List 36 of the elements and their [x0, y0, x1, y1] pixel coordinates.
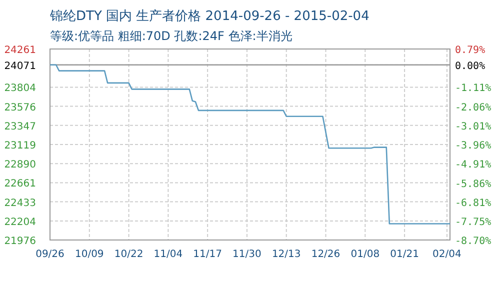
x-tick-label: 12/26: [311, 249, 340, 260]
x-tick-label: 01/08: [350, 249, 380, 260]
chart-subtitle: 等级:优等品 粗细:70D 孔数:24F 色泽:半消光: [50, 29, 292, 43]
y-tick-label: 21976: [4, 236, 36, 247]
y2-tick-label: 0.79%: [455, 45, 486, 56]
y2-tick-label: -2.06%: [455, 102, 492, 114]
x-tick-label: 01/21: [390, 249, 419, 260]
x-tick-label: 02/04: [432, 249, 462, 260]
y2-tick-label: -1.11%: [455, 83, 492, 94]
x-tick-label: 10/09: [74, 249, 104, 260]
x-tick-label: 11/30: [232, 249, 262, 260]
y-tick-label: 22661: [4, 178, 36, 190]
y2-tick-label: -3.01%: [455, 121, 492, 132]
y-tick-label: 23347: [4, 121, 36, 132]
y-tick-label: 24071: [4, 60, 36, 72]
y-tick-label: 22890: [4, 160, 36, 171]
y2-tick-label: -5.86%: [455, 178, 492, 190]
y2-tick-label: -8.70%: [455, 236, 492, 247]
y2-tick-label: -3.96%: [455, 140, 492, 152]
y-tick-label: 23576: [4, 102, 36, 114]
x-tick-label: 11/17: [193, 249, 222, 260]
x-tick-label: 11/04: [154, 249, 183, 260]
line-series: [49, 64, 451, 224]
y2-tick-label: 0.00%: [455, 60, 486, 72]
x-tick-label: 09/26: [36, 249, 64, 260]
chart-title: 锦纶DTY 国内 生产者价格 2014-09-26 - 2015-02-04: [49, 9, 370, 24]
y-tick-label: 24261: [4, 45, 36, 56]
y2-tick-label: -6.81%: [455, 198, 492, 209]
x-tick-label: 12/13: [272, 249, 301, 260]
y2-tick-label: -4.91%: [455, 160, 492, 171]
y2-tick-label: -7.75%: [455, 216, 492, 228]
y-tick-label: 22433: [4, 198, 36, 209]
y-tick-label: 23804: [4, 83, 36, 94]
x-tick-label: 10/22: [114, 249, 144, 260]
y-tick-label: 23119: [4, 140, 36, 152]
y-tick-label: 22204: [4, 216, 36, 228]
